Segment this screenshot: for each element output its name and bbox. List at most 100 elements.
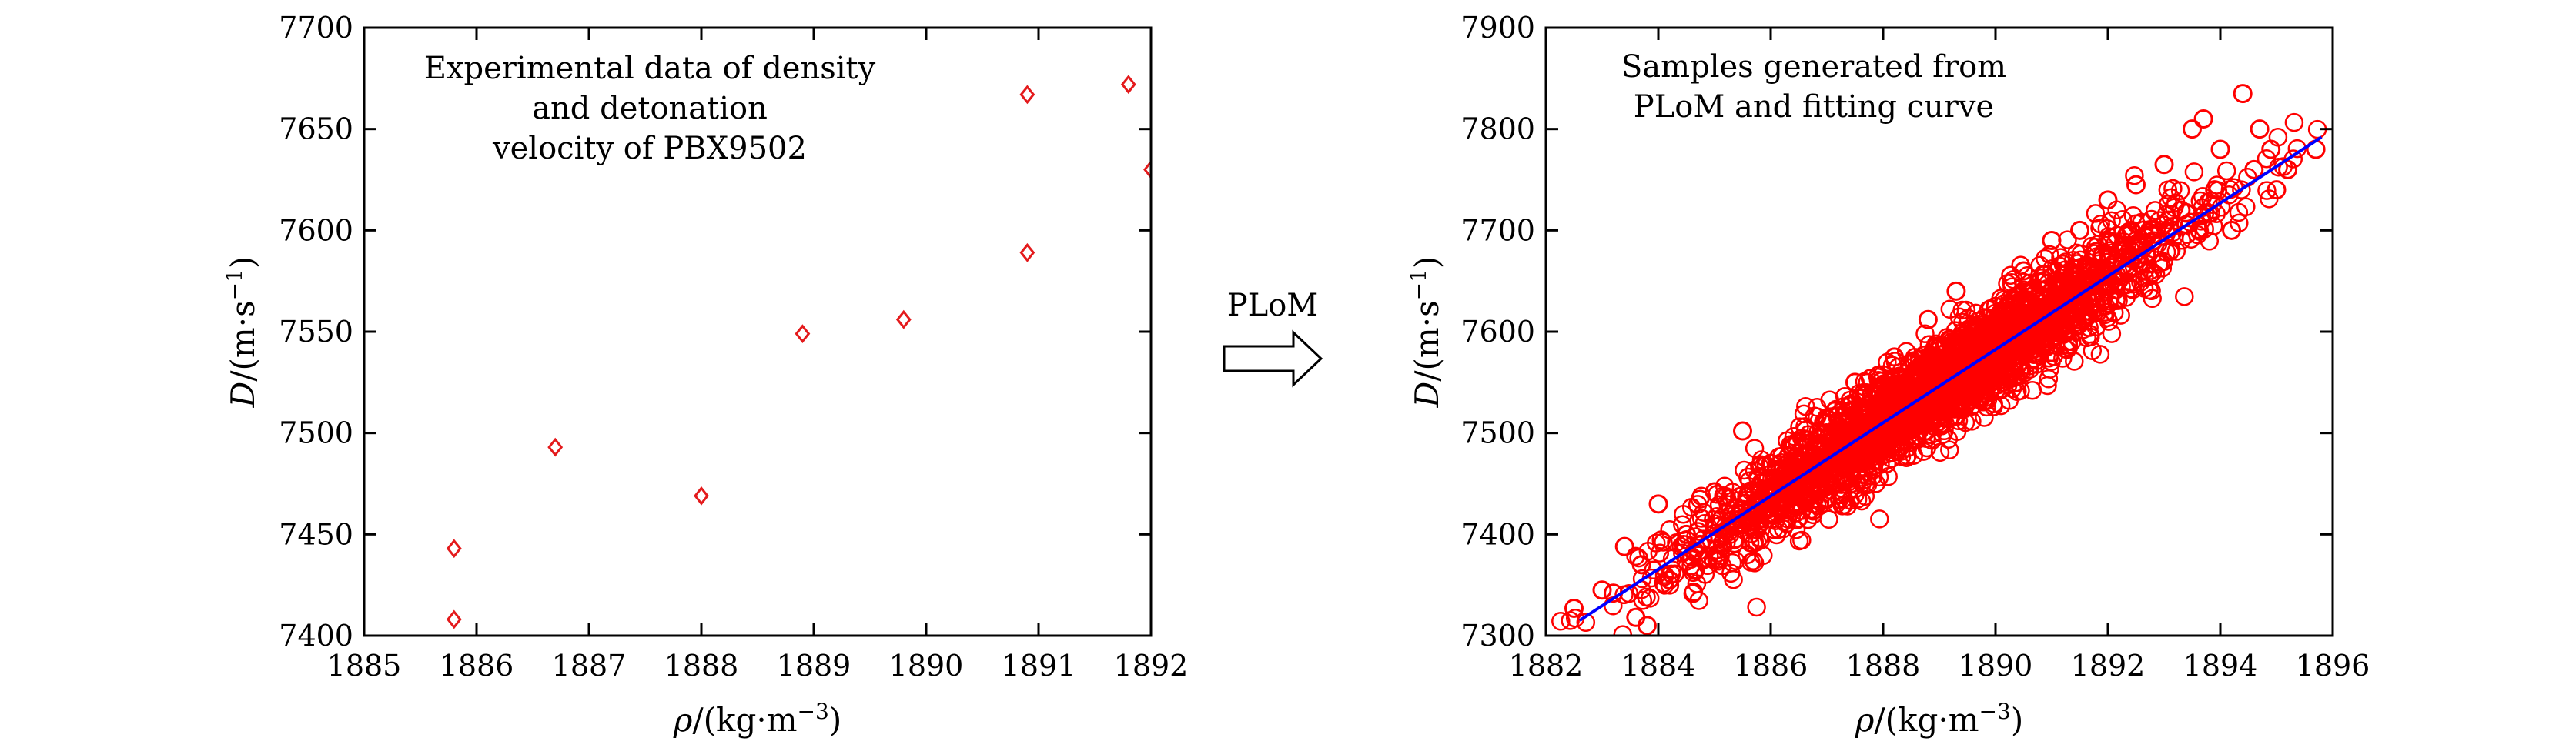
chart-2-sample-marker bbox=[1693, 549, 1713, 569]
chart-2-sample-marker bbox=[1705, 482, 1725, 502]
chart-2-sample-marker bbox=[1986, 296, 2006, 316]
chart-2-sample-marker bbox=[2222, 220, 2242, 240]
chart-2-sample-marker bbox=[1845, 372, 1865, 392]
chart-1-y-tick-label: 7450 bbox=[279, 517, 353, 551]
chart-2-x-tick-label: 1888 bbox=[1846, 649, 1921, 683]
chart-2-sample-marker bbox=[2154, 155, 2174, 175]
chart-2-ticks: 1882 1884 1886 1888 1890 1892 1894 1896 7300 7400… bbox=[1460, 11, 2370, 683]
chart-2-scatter-cloud bbox=[1551, 112, 2327, 636]
chart-1-annotation-line-3: velocity of PBX9502 bbox=[492, 131, 807, 166]
chart-2-sample-marker bbox=[1749, 514, 1769, 534]
chart-2-sample-marker bbox=[1637, 616, 1657, 636]
chart-2-sample-marker bbox=[2210, 139, 2230, 159]
chart-1-diamond-marker bbox=[1019, 242, 1035, 262]
chart-2-sample-marker bbox=[1564, 598, 1584, 618]
chart-1-x-axis-label: ρ/(kg·m−3) bbox=[673, 699, 841, 739]
chart-1: 1885 1886 1887 1888 1889 1890 1891 1892 7400 7450… bbox=[222, 11, 1188, 739]
chart-2-sample-marker bbox=[1648, 494, 1668, 514]
chart-2-x-axis-label: ρ/(kg·m−3) bbox=[1855, 699, 2023, 739]
chart-2-sample-marker bbox=[1974, 322, 1994, 342]
chart-2-annotation-line-2: PLoM and fitting curve bbox=[1634, 89, 1994, 125]
plom-arrow-group: PLoM bbox=[1223, 288, 1323, 388]
chart-1-annotation-line-1: Experimental data of density bbox=[424, 51, 876, 86]
chart-2-fit-line bbox=[1578, 135, 2323, 622]
chart-2-sample-marker bbox=[2171, 200, 2191, 220]
chart-1-y-tick-label: 7400 bbox=[279, 619, 353, 653]
chart-2-sample-cloud-markers bbox=[1551, 112, 2327, 636]
chart-2-sample-marker bbox=[1660, 570, 1680, 590]
chart-2: 1882 1884 1886 1888 1890 1892 1894 1896 7300 7400… bbox=[1406, 11, 2370, 739]
chart-2-sample-marker bbox=[1614, 536, 1634, 556]
chart-2-sample-marker bbox=[2115, 241, 2135, 261]
chart-1-ticks: 1885 1886 1887 1888 1889 1890 1891 1892 7400 7450… bbox=[279, 11, 1188, 683]
chart-1-marks bbox=[446, 75, 1151, 629]
chart-1-x-tick-label: 1891 bbox=[1002, 649, 1076, 683]
chart-2-x-tick-label: 1896 bbox=[2296, 649, 2370, 683]
chart-1-diamond-marker bbox=[1143, 159, 1151, 179]
chart-2-sample-marker bbox=[2205, 180, 2225, 200]
chart-1-diamond-marker bbox=[1120, 75, 1136, 95]
chart-2-sample-marker bbox=[1817, 413, 1837, 432]
chart-1-y-axis-label: D/(m·s−1) bbox=[222, 256, 262, 409]
chart-2-sample-marker bbox=[1918, 309, 1938, 329]
chart-1-x-tick-label: 1889 bbox=[777, 649, 851, 683]
chart-1-diamond-marker bbox=[795, 324, 811, 344]
chart-1-diamond-marker bbox=[1019, 85, 1035, 105]
chart-2-sample-marker bbox=[1946, 281, 1966, 301]
chart-2-sample-marker bbox=[2233, 84, 2253, 104]
right-arrow-icon bbox=[1223, 329, 1323, 388]
chart-2-y-tick-label: 7300 bbox=[1460, 619, 1535, 653]
chart-1-y-tick-label: 7500 bbox=[279, 416, 353, 450]
chart-2-x-tick-label: 1886 bbox=[1734, 649, 1808, 683]
chart-2-sample-marker bbox=[1631, 555, 1651, 575]
chart-2-x-tick-label: 1892 bbox=[2071, 649, 2146, 683]
chart-2-sample-marker bbox=[1862, 423, 1882, 443]
chart-2-sample-marker bbox=[2042, 231, 2062, 250]
chart-2-sample-marker bbox=[1805, 469, 1825, 489]
chart-2-sample-marker bbox=[1873, 388, 1893, 408]
chart-2-sample-marker bbox=[2261, 139, 2281, 159]
chart-1-x-tick-label: 1892 bbox=[1114, 649, 1189, 683]
chart-2-sample-marker bbox=[2002, 347, 2022, 367]
chart-2-sample-marker bbox=[1929, 362, 1949, 382]
chart-2-x-tick-label: 1890 bbox=[1959, 649, 2033, 683]
chart-2-annotation-line-1: Samples generated from bbox=[1621, 49, 2006, 85]
chart-1-diamond-marker bbox=[895, 309, 912, 329]
chart-2-x-tick-label: 1884 bbox=[1621, 649, 1696, 683]
chart-1-diamond-marker bbox=[547, 437, 564, 457]
plom-arrow-label: PLoM bbox=[1227, 288, 1319, 323]
chart-2-sample-marker bbox=[2098, 190, 2118, 210]
chart-2-sample-marker bbox=[2250, 119, 2270, 139]
chart-1-x-tick-label: 1888 bbox=[664, 649, 739, 683]
chart-2-x-tick-label: 1882 bbox=[1509, 649, 1584, 683]
chart-1-x-tick-label: 1886 bbox=[440, 649, 514, 683]
chart-2-sample-marker bbox=[1958, 337, 1977, 357]
chart-2-sample-marker bbox=[2059, 281, 2079, 301]
chart-2-sample-marker bbox=[1789, 443, 1808, 463]
chart-2-sample-marker bbox=[2070, 220, 2089, 240]
chart-2-sample-marker bbox=[2244, 159, 2264, 179]
chart-1-x-tick-label: 1890 bbox=[889, 649, 964, 683]
chart-2-sample-marker bbox=[2014, 261, 2033, 281]
chart-1-y-tick-label: 7600 bbox=[279, 213, 353, 247]
chart-1-x-tick-label: 1887 bbox=[552, 649, 627, 683]
chart-1-diamond-marker bbox=[446, 609, 462, 629]
chart-2-y-tick-label: 7500 bbox=[1460, 416, 1535, 450]
chart-2-sample-marker bbox=[1626, 607, 1646, 627]
chart-2-x-tick-label: 1894 bbox=[2183, 649, 2258, 683]
chart-1-y-tick-label: 7550 bbox=[279, 315, 353, 349]
chart-2-sample-marker bbox=[2278, 159, 2298, 179]
chart-2-sample-marker bbox=[2183, 119, 2202, 139]
chart-1-y-tick-label: 7700 bbox=[279, 11, 353, 45]
chart-2-sample-marker bbox=[1677, 524, 1696, 544]
chart-2-sample-marker bbox=[2143, 220, 2163, 240]
chart-2-sample-marker bbox=[1733, 421, 1752, 441]
chart-2-y-tick-label: 7700 bbox=[1460, 213, 1535, 247]
chart-2-y-tick-label: 7600 bbox=[1460, 315, 1535, 349]
chart-2-y-tick-label: 7800 bbox=[1460, 112, 1535, 146]
chart-2-y-axis-label: D/(m·s−1) bbox=[1406, 256, 1446, 409]
chart-1-diamond-marker bbox=[446, 539, 462, 559]
chart-2-y-tick-label: 7400 bbox=[1460, 517, 1535, 551]
chart-1-x-tick-label: 1885 bbox=[327, 649, 402, 683]
